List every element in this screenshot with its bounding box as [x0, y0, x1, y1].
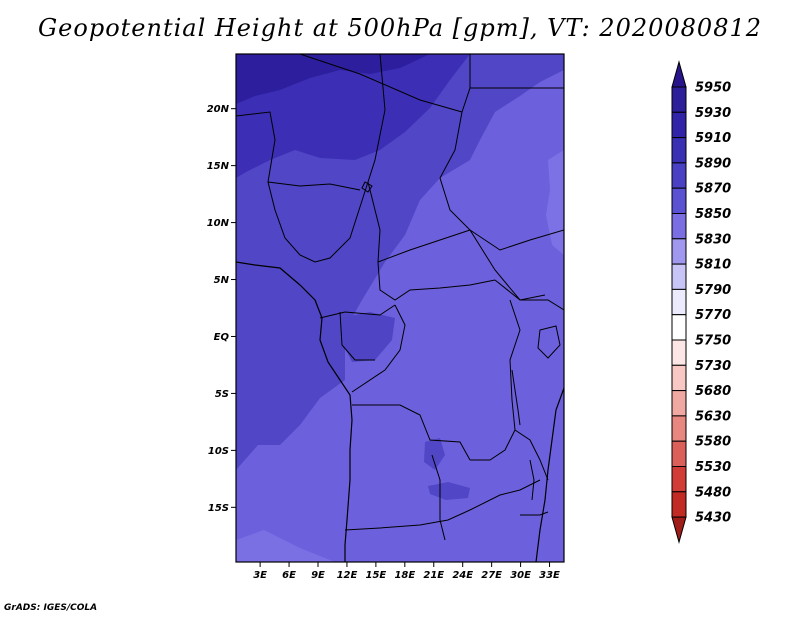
lat-tick-label: 20N [207, 104, 230, 115]
colorbar-label: 5890 [695, 156, 731, 171]
lat-tick-label: 15S [208, 503, 229, 514]
lon-tick-label: 27E [481, 570, 502, 581]
lon-tick-label: 15E [366, 570, 387, 581]
colorbar: 5950 5930 5910 5890 5870 5850 5830 5810 5790 5770… [671, 60, 731, 544]
field-5850-patch-sw [236, 530, 335, 562]
latitude-axis: 20N 15N 10N 5N EQ 5S 10S 15S [207, 104, 236, 514]
border-drc-east [470, 299, 521, 461]
colorbar-label: 5910 [695, 131, 731, 146]
coastline-east [535, 387, 564, 562]
longitude-axis: 3E 6E 9E 12E 15E 18E 21E 24E 27E 30E 33E [253, 562, 560, 581]
border-chad-west [367, 54, 386, 263]
colorbar-box [671, 162, 687, 189]
colorbar-label: 5770 [695, 308, 731, 323]
border-angola-drc [352, 404, 471, 461]
colorbar-box [671, 238, 687, 265]
border-niger-nigeria [267, 181, 361, 191]
border-angola-zambia [431, 454, 446, 541]
colorbar-box [671, 339, 687, 366]
border-zambia-zimbabwe [469, 479, 541, 511]
border-congo-drc [351, 304, 406, 393]
colorbar-box [671, 187, 687, 214]
lon-tick-label: 21E [423, 570, 444, 581]
lake-kariba [520, 511, 549, 516]
colorbar-box [671, 491, 687, 518]
colorbar-box [671, 364, 687, 392]
colorbar-box [671, 288, 687, 316]
colorbar-label: 5630 [695, 409, 731, 424]
border-cameroon-gabon [319, 304, 396, 319]
border-chad-sudan [439, 111, 471, 231]
colorbar-label: 5930 [695, 106, 731, 121]
coastline-west [236, 261, 353, 562]
field-5890-patch-s2 [428, 482, 470, 500]
lake-malawi [529, 459, 535, 501]
field-5890-patch [340, 312, 395, 362]
field-5910-band [236, 54, 470, 178]
colorbar-bottom-arrow [671, 516, 687, 544]
lon-tick-label: 12E [337, 570, 358, 581]
lon-tick-label: 9E [311, 570, 325, 581]
border-niger-algeria [236, 111, 276, 183]
colorbar-label: 5830 [695, 232, 731, 247]
colorbar-box [671, 314, 687, 341]
field-5890-band [236, 54, 564, 470]
height-field [236, 54, 564, 562]
colorbar-top-arrow [671, 60, 687, 88]
chart-title: Geopotential Height at 500hPa [gpm], VT:… [38, 14, 762, 42]
colorbar-label: 5530 [695, 460, 731, 475]
colorbar-box [671, 111, 687, 139]
border-sudan-east [469, 229, 564, 251]
colorbar-box [671, 440, 687, 468]
border-nigeria-cameroon [267, 181, 369, 263]
colorbar-label: 5430 [695, 511, 731, 526]
colorbar-label: 5680 [695, 384, 731, 399]
colorbar-label: 5850 [695, 207, 731, 222]
colorbar-box [671, 263, 687, 290]
colorbar-label: 5790 [695, 283, 731, 298]
lake-victoria [537, 325, 561, 359]
lat-tick-label: EQ [214, 332, 230, 343]
lat-tick-label: 5S [215, 389, 229, 400]
lat-tick-label: 10S [208, 446, 229, 457]
field-5850-patch-east [546, 150, 564, 255]
colorbar-label: 5750 [695, 334, 731, 349]
lat-tick-label: 10N [207, 218, 230, 229]
colorbar-label: 5730 [695, 359, 731, 374]
colorbar-box [671, 466, 687, 493]
border-libya-chad [299, 54, 463, 113]
lon-tick-label: 6E [282, 570, 296, 581]
lon-tick-label: 33E [539, 570, 560, 581]
grads-credit: GrADS: IGES/COLA [4, 603, 98, 613]
colorbar-box [671, 213, 687, 240]
lon-tick-label: 30E [510, 570, 531, 581]
border-namibia [344, 509, 471, 531]
colorbar-label: 5810 [695, 258, 731, 273]
colorbar-box [671, 86, 687, 113]
country-borders [236, 54, 564, 562]
border-south-sudan [494, 279, 564, 311]
lon-tick-label: 24E [452, 570, 473, 581]
lon-tick-label: 18E [394, 570, 415, 581]
border-gabon-congo [339, 311, 375, 361]
lon-tick-label: 3E [253, 570, 267, 581]
colorbar-label: 5480 [695, 485, 731, 500]
map-frame [235, 53, 565, 563]
colorbar-label: 5950 [695, 81, 731, 96]
colorbar-box [671, 390, 687, 417]
colorbar-box [671, 415, 687, 442]
colorbar-label: 5870 [695, 182, 731, 197]
border-car-south [377, 261, 496, 301]
colorbar-box [671, 137, 687, 164]
border-east-lakes [514, 429, 549, 481]
lat-tick-label: 5N [214, 275, 230, 286]
lat-tick-label: 15N [207, 161, 230, 172]
colorbar-label: 5580 [695, 435, 731, 450]
field-5890-patch-s1 [424, 438, 445, 470]
lake-chad [361, 181, 373, 193]
lake-tanganyika [511, 369, 521, 426]
